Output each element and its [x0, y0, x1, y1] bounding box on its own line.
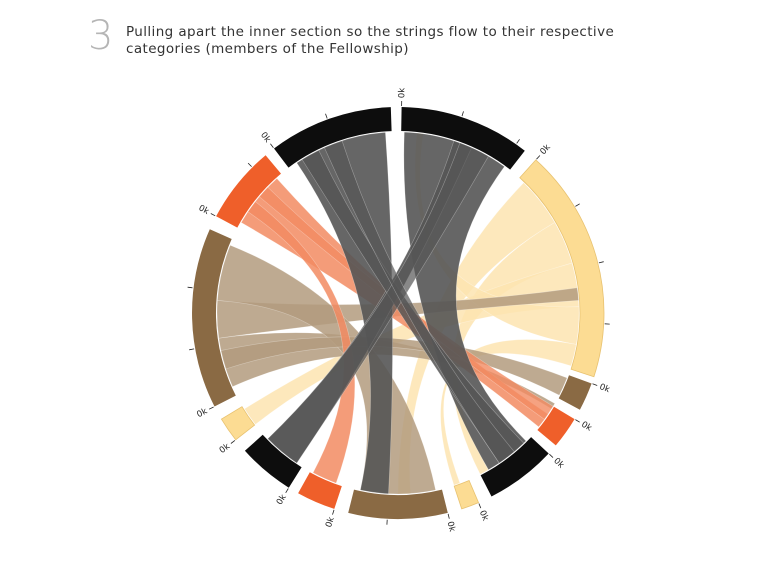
arc-bottom-orange — [298, 472, 342, 509]
arc-right-yellow — [519, 159, 605, 378]
tick-label: 0k — [477, 509, 490, 522]
tick-label: 0k — [324, 516, 337, 529]
minor-tick-mark — [247, 162, 252, 167]
tick-label: 0k — [551, 456, 565, 470]
tick-label: 0k — [275, 493, 289, 507]
arcs — [192, 107, 605, 520]
arc-bottom-yellow-small — [453, 479, 480, 510]
tick-label: 0k — [218, 442, 232, 456]
minor-tick-mark — [189, 348, 195, 351]
minor-tick-mark — [461, 111, 464, 117]
tick-label: 0k — [195, 407, 209, 421]
minor-tick-mark — [598, 261, 604, 264]
caption: Pulling apart the inner section so the s… — [126, 24, 615, 57]
minor-tick-mark — [516, 139, 520, 144]
arc-left-brown — [192, 229, 236, 407]
tick-label: 0k — [258, 130, 272, 144]
tick-mark — [575, 419, 580, 423]
tick-mark — [210, 213, 216, 217]
arc-bottom-left-black — [244, 434, 302, 488]
arc-top-right-black — [401, 107, 525, 170]
tick-mark — [332, 509, 335, 515]
tick-label: 0k — [579, 420, 593, 434]
ribbon — [324, 140, 515, 464]
arc-bottom-brown — [348, 489, 448, 520]
tick-label: 0k — [598, 382, 611, 395]
tick-mark — [592, 383, 598, 386]
tick-label: 0k — [197, 203, 211, 217]
tick-mark — [230, 440, 236, 444]
arc-upper-left-orange — [216, 155, 281, 228]
arc-top-left-black — [274, 107, 392, 168]
minor-tick-mark — [325, 113, 328, 119]
ribbons — [216, 131, 580, 495]
tick-label: 0k — [538, 143, 552, 157]
tick-mark — [270, 143, 274, 148]
arc-right-brown-small — [558, 375, 592, 410]
tick-mark — [536, 155, 541, 160]
tick-label: 0k — [397, 88, 407, 99]
arc-left-yellow-small — [220, 406, 256, 441]
arc-bottom-right-black — [480, 437, 549, 497]
tick-mark — [285, 488, 289, 494]
minor-tick-mark — [187, 286, 193, 289]
tick-mark — [447, 513, 450, 519]
minor-tick-mark — [575, 203, 580, 207]
tick-mark — [549, 453, 554, 458]
tick-label: 0k — [445, 520, 457, 533]
header: 3 Pulling apart the inner section so the… — [88, 16, 728, 66]
step-number: 3 — [88, 13, 114, 59]
arc-right-orange-small — [537, 406, 575, 446]
tick-mark — [478, 503, 482, 509]
tick-mark — [208, 406, 214, 410]
